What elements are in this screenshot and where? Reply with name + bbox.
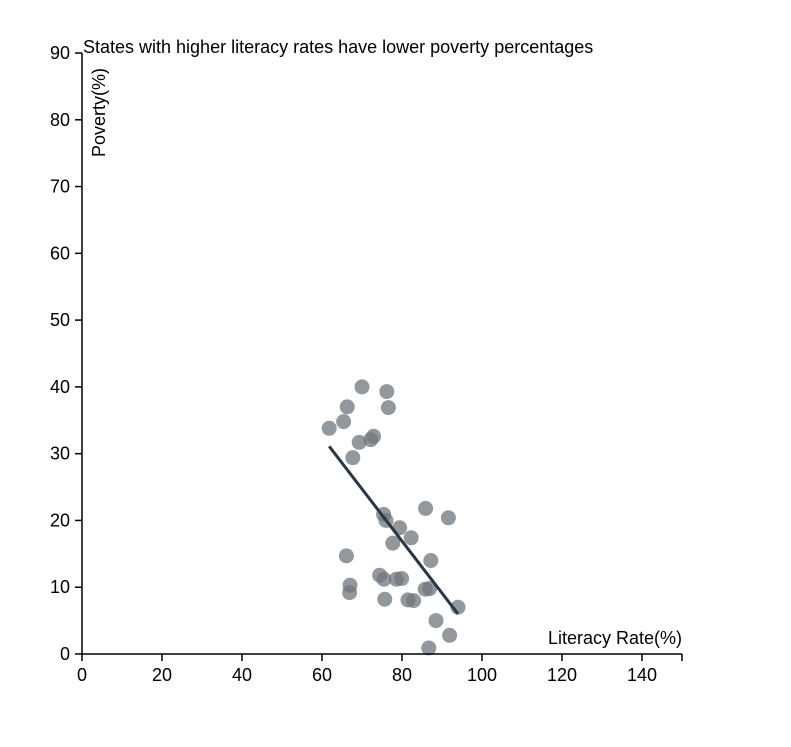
chart-title: States with higher literacy rates have l… [83, 37, 593, 57]
data-point [428, 613, 444, 629]
data-point [403, 530, 419, 546]
data-point [354, 379, 370, 395]
x-tick-label: 20 [152, 665, 172, 685]
data-point [338, 548, 354, 564]
data-point [423, 553, 439, 569]
data-point [342, 585, 358, 601]
y-axis: 0 10 20 30 40 50 60 70 80 90 [50, 43, 83, 664]
data-point [385, 535, 401, 551]
x-tick-label: 100 [467, 665, 497, 685]
data-point [422, 581, 438, 597]
data-point [377, 591, 393, 607]
x-tick-label: 80 [392, 665, 412, 685]
data-point [376, 571, 392, 587]
data-point [440, 510, 456, 526]
y-axis-title: Poverty(%) [89, 68, 109, 157]
data-point [345, 450, 361, 466]
x-tick-label: 40 [232, 665, 252, 685]
y-tick-label: 60 [50, 243, 70, 263]
y-tick-label: 30 [50, 444, 70, 464]
data-point [321, 420, 337, 436]
data-layer [321, 379, 466, 656]
data-point [351, 434, 367, 450]
y-tick-label: 0 [60, 644, 70, 664]
y-tick-label: 90 [50, 43, 70, 63]
y-tick-label: 80 [50, 110, 70, 130]
x-tick-label: 140 [627, 665, 657, 685]
y-tick-label: 20 [50, 510, 70, 530]
data-point [380, 400, 396, 416]
data-point [363, 432, 379, 448]
x-tick-label: 0 [77, 665, 87, 685]
data-point [388, 571, 404, 587]
y-tick-label: 40 [50, 377, 70, 397]
x-axis: 0 20 40 60 80 100 120 140 [77, 653, 683, 685]
data-point [421, 640, 437, 656]
y-tick-label: 10 [50, 577, 70, 597]
data-point [442, 627, 458, 643]
trend-line [328, 445, 460, 615]
data-point [379, 384, 395, 400]
x-tick-label: 60 [312, 665, 332, 685]
y-tick-label: 50 [50, 310, 70, 330]
data-point [336, 414, 352, 430]
data-point [418, 500, 434, 516]
data-point [406, 593, 422, 609]
data-point [339, 399, 355, 415]
x-axis-title: Literacy Rate(%) [548, 628, 682, 648]
y-tick-label: 70 [50, 177, 70, 197]
x-tick-label: 120 [547, 665, 577, 685]
